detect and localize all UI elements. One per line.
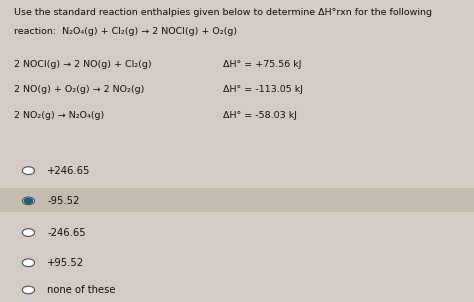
Text: +246.65: +246.65 (47, 165, 91, 176)
Text: 2 NO(g) + O₂(g) → 2 NO₂(g): 2 NO(g) + O₂(g) → 2 NO₂(g) (14, 85, 145, 95)
Circle shape (22, 197, 35, 205)
Text: -95.52: -95.52 (47, 196, 80, 206)
Circle shape (24, 198, 33, 204)
Text: 2 NOCl(g) → 2 NO(g) + Cl₂(g): 2 NOCl(g) → 2 NO(g) + Cl₂(g) (14, 60, 152, 69)
Text: +95.52: +95.52 (47, 258, 84, 268)
Text: ΔH° = +75.56 kJ: ΔH° = +75.56 kJ (223, 60, 301, 69)
Circle shape (22, 259, 35, 267)
Circle shape (22, 286, 35, 294)
Text: Use the standard reaction enthalpies given below to determine ΔH°rxn for the fol: Use the standard reaction enthalpies giv… (14, 8, 432, 17)
Text: reaction:  N₂O₄(g) + Cl₂(g) → 2 NOCl(g) + O₂(g): reaction: N₂O₄(g) + Cl₂(g) → 2 NOCl(g) +… (14, 27, 237, 36)
Text: ΔH° = -113.05 kJ: ΔH° = -113.05 kJ (223, 85, 303, 95)
Text: -246.65: -246.65 (47, 227, 86, 238)
Text: 2 NO₂(g) → N₂O₄(g): 2 NO₂(g) → N₂O₄(g) (14, 111, 104, 120)
Circle shape (22, 167, 35, 175)
Text: none of these: none of these (47, 285, 116, 295)
FancyBboxPatch shape (0, 188, 474, 212)
Circle shape (22, 229, 35, 236)
Text: ΔH° = -58.03 kJ: ΔH° = -58.03 kJ (223, 111, 297, 120)
